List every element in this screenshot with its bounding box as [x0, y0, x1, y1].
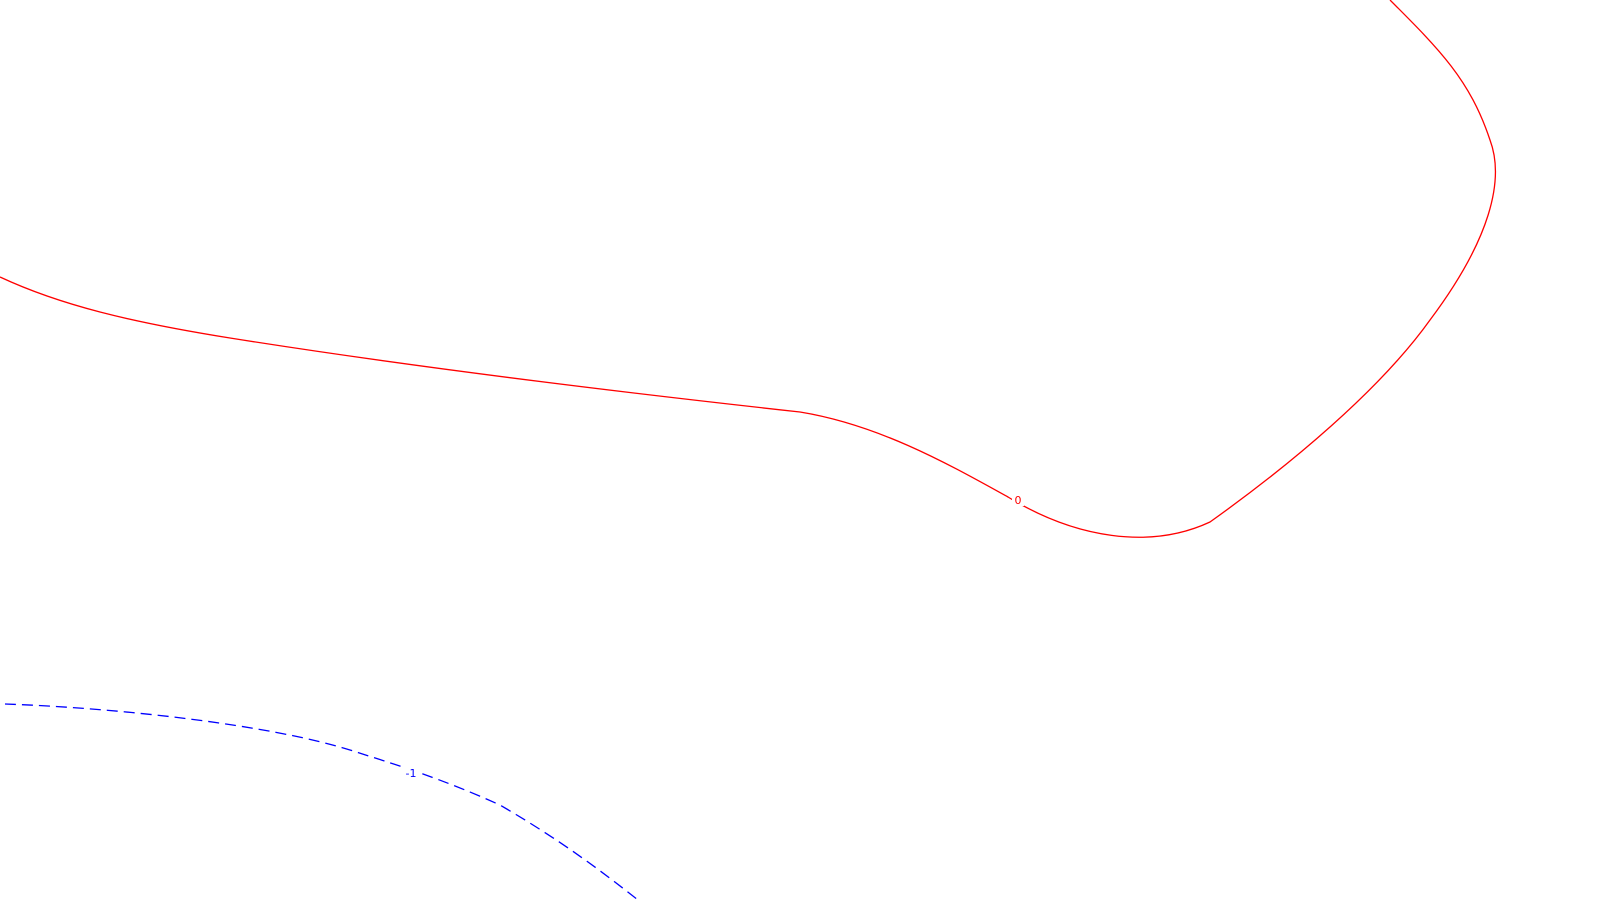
contour-label-0-bg [1012, 494, 1024, 506]
contour-line-neg1 [4, 703, 639, 900]
contour-line-0 [0, 0, 1496, 538]
contour-label-neg1-bg [402, 766, 420, 779]
contour-label-neg1: -1 [406, 767, 417, 780]
contour-label-0: 0 [1015, 494, 1022, 507]
